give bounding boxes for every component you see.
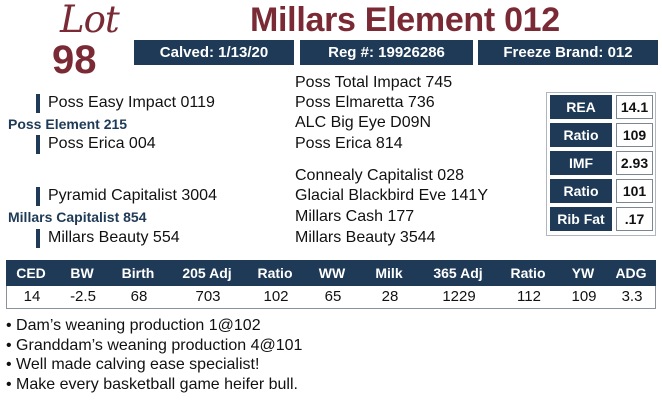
table-cell: 28 (381, 288, 399, 305)
column-header: CED (16, 265, 46, 281)
carcass-row: REA 14.1 (547, 93, 655, 121)
table-cell: 65 (324, 288, 342, 305)
pedigree-connector (36, 94, 40, 113)
carcass-value: 14.1 (616, 95, 653, 119)
carcass-table: REA 14.1 Ratio 109 IMF 2.93 Ratio 101 Ri… (546, 92, 656, 236)
pedigree-sds: ALC Big Eye D09N (295, 114, 432, 131)
table-cell: 1229 (442, 288, 476, 305)
column-header: Ratio (257, 265, 293, 281)
carcass-row: Ratio 101 (547, 177, 655, 205)
pedigree-dam: Millars Capitalist 854 (8, 209, 147, 225)
table-cell: 3.3 (621, 288, 643, 305)
column-header: Milk (375, 265, 403, 281)
column-header: 205 Adj (182, 265, 232, 281)
pedigree-ssd: Poss Elmaretta 736 (295, 94, 435, 111)
pedigree-dds: Millars Cash 177 (295, 208, 415, 225)
pedigree-sd: Poss Erica 004 (48, 135, 156, 152)
column-header: BW (70, 265, 94, 281)
carcass-label: REA (550, 95, 612, 119)
column-header: Ratio (510, 265, 546, 281)
lot-label: Lot (60, 0, 120, 41)
lot-number: 98 (52, 38, 97, 82)
pedigree-sdd: Poss Erica 814 (295, 135, 403, 152)
carcass-label: Rib Fat (550, 207, 612, 231)
pedigree-sire: Poss Element 215 (8, 116, 128, 132)
carcass-value: .17 (616, 207, 653, 231)
table-cell: 14 (23, 288, 41, 305)
pedigree-dss: Connealy Capitalist 028 (295, 167, 464, 184)
pedigree-dsd: Glacial Blackbird Eve 141Y (295, 187, 488, 204)
column-header: YW (571, 265, 595, 281)
pedigree-dd: Millars Beauty 554 (48, 229, 180, 246)
freeze-brand: Freeze Brand: 012 (478, 40, 658, 65)
column-header: Birth (121, 265, 155, 281)
performance-value-row: 14 -2.5 68 703 102 65 28 1229 112 109 3.… (6, 286, 656, 309)
table-cell: 109 (571, 288, 597, 305)
carcass-value: 2.93 (616, 151, 653, 175)
carcass-value: 109 (616, 123, 653, 147)
table-cell: 703 (195, 288, 221, 305)
pedigree-ds: Pyramid Capitalist 3004 (48, 187, 217, 204)
note-item: • Dam’s weaning production 1@102 (6, 317, 261, 334)
column-header: ADG (615, 265, 647, 281)
pedigree-connector (36, 187, 40, 206)
pedigree-connector (36, 135, 40, 154)
note-item: • Well made calving ease specialist! (6, 356, 260, 373)
note-item: • Make every basketball game heifer bull… (6, 375, 298, 393)
table-cell: 68 (130, 288, 148, 305)
animal-name: Millars Element 012 (250, 1, 560, 39)
pedigree-ss: Poss Easy Impact 0119 (48, 94, 215, 111)
carcass-value: 101 (616, 179, 653, 203)
calved-date: Calved: 1/13/20 (134, 40, 294, 65)
pedigree-sss: Poss Total Impact 745 (295, 74, 453, 91)
performance-header-row: CED BW Birth 205 Adj Ratio WW Milk 365 A… (6, 260, 656, 286)
table-cell: -2.5 (70, 288, 96, 305)
column-header: 365 Adj (433, 265, 483, 281)
notes-list: • Dam’s weaning production 1@102 • Grand… (6, 316, 656, 394)
pedigree-ddd: Millars Beauty 3544 (295, 229, 436, 246)
column-header: WW (318, 265, 346, 281)
pedigree-connector (36, 229, 40, 248)
carcass-label: Ratio (550, 123, 612, 147)
carcass-label: Ratio (550, 179, 612, 203)
note-item: • Granddam’s weaning production 4@101 (6, 336, 303, 354)
carcass-row: Rib Fat .17 (547, 205, 655, 233)
registration-number: Reg #: 19926286 (300, 40, 473, 65)
table-cell: 102 (263, 288, 289, 305)
carcass-row: Ratio 109 (547, 121, 655, 149)
carcass-row: IMF 2.93 (547, 149, 655, 177)
table-cell: 112 (517, 288, 541, 305)
carcass-label: IMF (550, 151, 612, 175)
